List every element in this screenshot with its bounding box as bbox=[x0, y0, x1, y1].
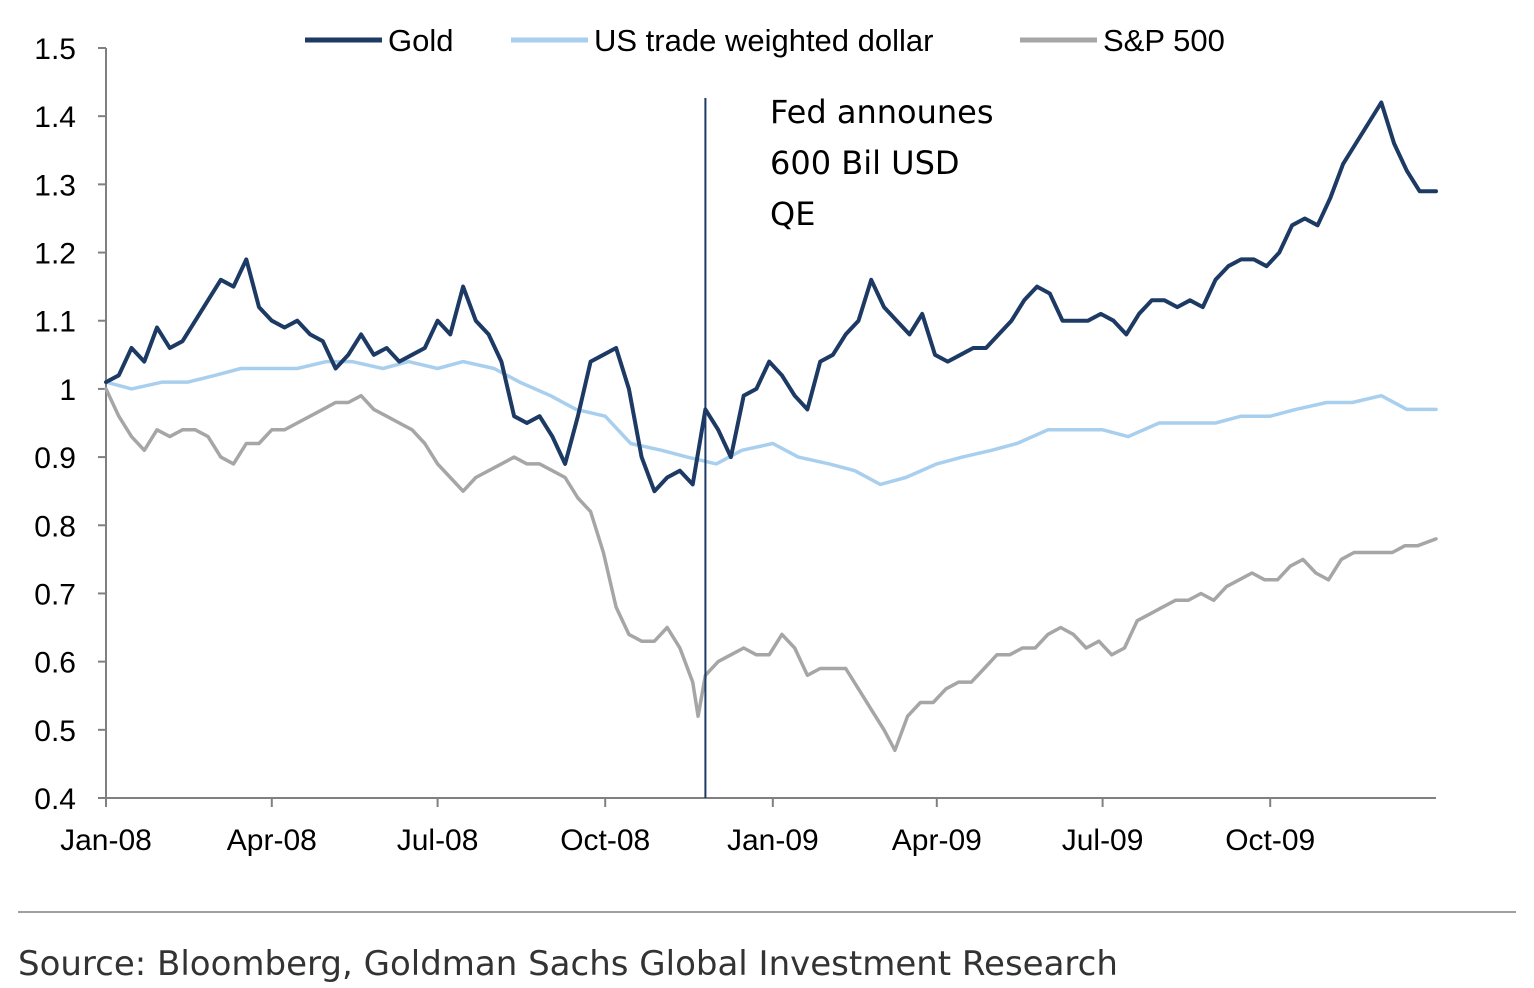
x-tick-label: Oct-09 bbox=[1225, 824, 1315, 857]
series-line-gold bbox=[104, 100, 1438, 494]
legend-label-s-p-500: S&P 500 bbox=[1103, 23, 1225, 58]
x-tick-label: Jan-09 bbox=[727, 824, 819, 857]
chart-legend: Gold US trade weighted dollar S&P 500 bbox=[305, 23, 1225, 58]
series-line-us-trade-weighted-dollar bbox=[104, 359, 1438, 487]
series-line-s-p-500 bbox=[104, 387, 1438, 753]
legend-label-us-trade-weighted-dollar: US trade weighted dollar bbox=[594, 23, 933, 58]
y-tick-label: 0.9 bbox=[34, 442, 76, 475]
annotation-text: 600 Bil USD bbox=[770, 144, 960, 182]
y-tick-label: 0.4 bbox=[34, 783, 76, 816]
x-tick-label: Jul-09 bbox=[1062, 824, 1144, 857]
y-tick-label: 1 bbox=[59, 374, 76, 407]
y-tick-label: 0.6 bbox=[34, 647, 76, 680]
x-tick-label: Apr-09 bbox=[892, 824, 982, 857]
x-tick-label: Jan-08 bbox=[60, 824, 152, 857]
x-tick-label: Jul-08 bbox=[397, 824, 479, 857]
y-tick-label: 0.7 bbox=[34, 578, 76, 611]
annotation-text: QE bbox=[770, 195, 815, 233]
y-axis: 0.4 0.5 0.6 0.7 0.8 0.9 1 1.1 1.2 1.3 1.4 1.5 bbox=[34, 33, 107, 816]
x-axis: Jan-08 Apr-08 Jul-08 Oct-08 Jan-09 Apr-09 Jul-… bbox=[60, 797, 1436, 857]
y-tick-label: 1.5 bbox=[34, 33, 76, 66]
y-tick-label: 1.4 bbox=[34, 101, 76, 134]
y-tick-label: 0.5 bbox=[34, 715, 76, 748]
annotation-text: Fed announes bbox=[770, 93, 994, 131]
y-tick-label: 1.3 bbox=[34, 169, 76, 202]
y-tick-label: 1.2 bbox=[34, 238, 76, 271]
y-tick-label: 0.8 bbox=[34, 510, 76, 543]
annotation: Fed announes 600 Bil USD QE bbox=[704, 93, 994, 798]
source-note: Source: Bloomberg, Goldman Sachs Global … bbox=[18, 944, 1118, 984]
series-layer bbox=[104, 100, 1438, 753]
x-tick-label: Oct-08 bbox=[560, 824, 650, 857]
y-tick-label: 1.1 bbox=[34, 306, 76, 339]
legend-label-gold: Gold bbox=[388, 23, 453, 58]
x-tick-label: Apr-08 bbox=[227, 824, 317, 857]
